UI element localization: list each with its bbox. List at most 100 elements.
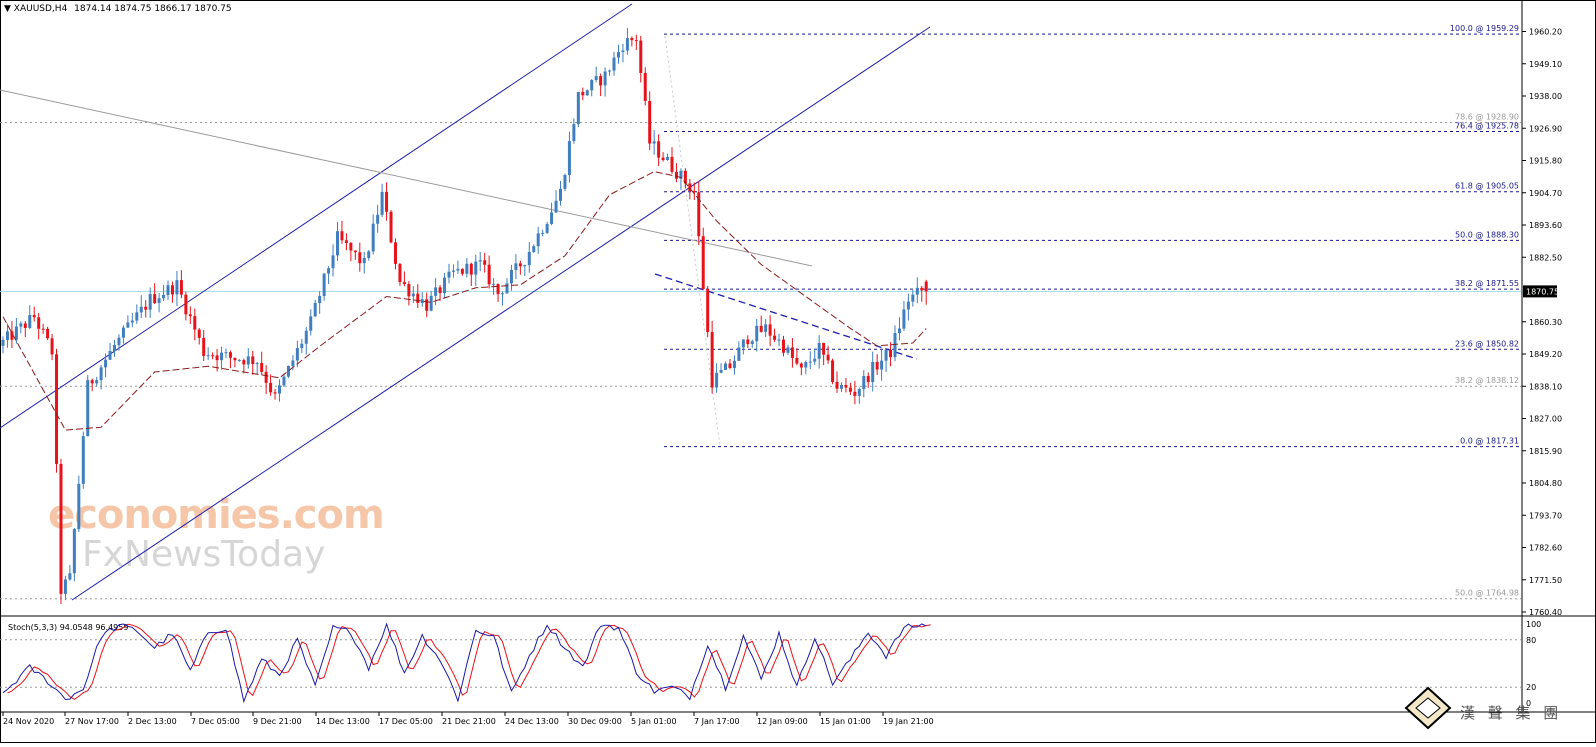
- candle-body: [90, 380, 94, 384]
- trend-lines: [0, 3, 931, 601]
- candle: [822, 342, 826, 366]
- candle-body: [715, 372, 719, 388]
- candle: [737, 341, 741, 361]
- candle-body: [139, 306, 143, 313]
- candle-body: [884, 349, 888, 361]
- candle: [692, 182, 696, 200]
- candle-body: [625, 38, 629, 51]
- candle: [839, 382, 843, 392]
- candle-body: [175, 280, 179, 295]
- candle-body: [327, 268, 331, 274]
- candle: [286, 365, 290, 379]
- candle-body: [349, 242, 353, 251]
- candle: [1, 336, 5, 354]
- candle-body: [813, 358, 817, 362]
- candle: [237, 358, 241, 362]
- candle-body: [469, 263, 473, 275]
- candle-body: [746, 339, 750, 345]
- price-tick-label: 1793.70: [1529, 511, 1562, 520]
- time-tick-label: 24 Dec 13:00: [505, 717, 559, 726]
- candle-body: [853, 391, 857, 396]
- price-tick-label: 1904.70: [1529, 189, 1562, 198]
- candle-body: [576, 92, 580, 125]
- candle-body: [559, 188, 562, 201]
- candle-body: [844, 384, 848, 388]
- candle-body: [32, 315, 36, 318]
- candle: [246, 348, 250, 369]
- candle-body: [193, 316, 197, 330]
- candle: [657, 134, 661, 166]
- candle-body: [732, 360, 736, 368]
- candle: [813, 348, 817, 365]
- fib-label: 38.2 @ 1838.12: [1455, 376, 1519, 385]
- price-tick-label: 1893.60: [1529, 221, 1562, 230]
- fib-label: 61.8 @ 1905.05: [1455, 182, 1519, 191]
- candle-body: [857, 389, 861, 396]
- candle: [139, 295, 143, 319]
- candle-body: [451, 270, 455, 272]
- candle-body: [300, 343, 304, 349]
- time-tick-label: 27 Nov 17:00: [65, 717, 119, 726]
- price-tick-label: 1960.20: [1529, 28, 1562, 37]
- candle: [759, 315, 763, 333]
- candle: [679, 168, 683, 190]
- candle-body: [5, 331, 9, 340]
- candle-body: [385, 191, 389, 212]
- corner-logo: 漢 聲 集 團: [1404, 686, 1558, 730]
- candle: [541, 229, 545, 237]
- candle: [773, 328, 777, 343]
- time-tick-label: 2 Dec 13:00: [128, 717, 177, 726]
- candle-body: [95, 380, 99, 384]
- candle: [304, 327, 308, 355]
- candle-body: [741, 339, 745, 348]
- candle: [719, 363, 723, 374]
- candle: [835, 371, 839, 393]
- candles: [1, 27, 928, 605]
- candle-body: [634, 40, 638, 42]
- candle-body: [113, 345, 116, 351]
- candle: [630, 36, 634, 47]
- candle: [661, 152, 665, 162]
- candle-body: [23, 323, 27, 328]
- candle: [242, 358, 246, 374]
- candle: [5, 323, 9, 348]
- candle: [278, 379, 282, 402]
- fib-label: 76.4 @ 1925.78: [1455, 122, 1519, 131]
- candle: [666, 153, 670, 161]
- candle: [590, 79, 594, 97]
- candle: [884, 349, 888, 372]
- candle: [295, 340, 299, 368]
- candle-body: [170, 285, 174, 295]
- candle: [924, 279, 928, 305]
- current-price-label: 1870.75: [1526, 287, 1559, 296]
- candle-body: [755, 325, 759, 342]
- candle-body: [795, 357, 799, 364]
- candle: [416, 284, 420, 309]
- candle: [875, 354, 879, 375]
- candle-body: [251, 356, 255, 364]
- candle-body: [246, 356, 250, 365]
- candle: [50, 333, 54, 361]
- candle: [32, 306, 36, 322]
- candle: [220, 346, 224, 370]
- candle: [893, 325, 897, 362]
- stoch-level-label: 0: [1526, 699, 1531, 708]
- candle: [465, 257, 469, 278]
- candle: [621, 43, 625, 63]
- candle-body: [50, 338, 54, 355]
- fib-label: 50.0 @ 1764.98: [1455, 589, 1519, 598]
- candle-body: [77, 483, 81, 530]
- candle-body: [367, 251, 371, 258]
- header-symbol: XAUUSD,H4: [13, 4, 68, 14]
- candle-body: [447, 271, 451, 278]
- candle-body: [831, 360, 835, 382]
- candle: [478, 251, 482, 272]
- candle: [755, 319, 759, 352]
- candle: [683, 168, 687, 189]
- candle-body: [278, 385, 282, 394]
- candle: [862, 370, 866, 398]
- candle-body: [157, 298, 161, 303]
- candle-body: [839, 384, 843, 389]
- candle-body: [295, 348, 299, 361]
- candle-body: [848, 387, 852, 392]
